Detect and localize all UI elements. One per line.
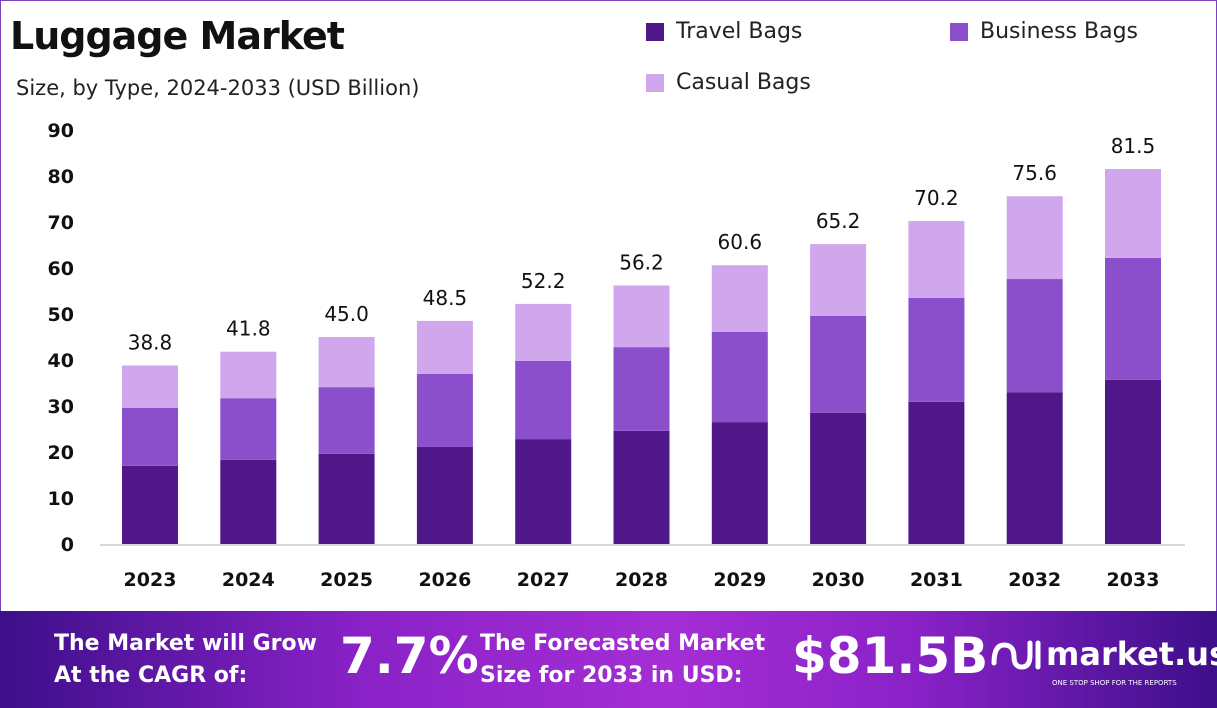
bar-segment-travel-bags xyxy=(515,439,572,544)
summary-banner: The Market will Grow At the CAGR of: 7.7… xyxy=(0,611,1217,708)
x-tick-label: 2032 xyxy=(1008,569,1061,591)
bar-segment-travel-bags xyxy=(220,459,277,544)
total-data-label: 48.5 xyxy=(423,286,468,310)
y-tick-label: 90 xyxy=(48,120,74,142)
y-tick-label: 20 xyxy=(48,442,74,464)
y-tick-label: 40 xyxy=(48,350,74,372)
legend-swatch xyxy=(950,22,968,41)
bar-segment-travel-bags xyxy=(416,446,473,544)
x-tick-label: 2028 xyxy=(615,569,668,591)
bar-segment-business-bags xyxy=(908,297,965,402)
legend-travel-bags: Travel Bags xyxy=(646,19,802,44)
bar-segment-business-bags xyxy=(711,331,768,423)
logo-tagline: ONE STOP SHOP FOR THE REPORTS xyxy=(1052,679,1177,687)
legend-label: Business Bags xyxy=(980,19,1139,44)
cagr-label-line1: The Market will Grow xyxy=(54,631,317,656)
legend-label: Travel Bags xyxy=(676,19,803,44)
bar-segment-travel-bags xyxy=(810,412,867,544)
stacked-bar-chart: 010203040506070809038.8202341.8202445.02… xyxy=(48,120,1185,591)
bar-segment-casual-bags xyxy=(318,337,375,388)
cagr-label-line2: At the CAGR of: xyxy=(54,663,248,688)
legend-swatch xyxy=(646,73,664,92)
bar-segment-travel-bags xyxy=(122,465,178,544)
bar-segment-travel-bags xyxy=(908,401,965,544)
y-tick-label: 60 xyxy=(48,258,74,280)
bar-segment-travel-bags xyxy=(1105,379,1161,544)
total-data-label: 56.2 xyxy=(619,250,664,274)
y-tick-label: 30 xyxy=(48,396,74,418)
bar-segment-business-bags xyxy=(1006,279,1063,393)
x-tick-label: 2029 xyxy=(713,569,766,591)
x-tick-label: 2033 xyxy=(1107,569,1160,591)
bar-segment-casual-bags xyxy=(220,351,277,399)
y-tick-label: 70 xyxy=(48,212,74,234)
x-tick-label: 2024 xyxy=(222,569,275,591)
cagr-label: The Market will Grow At the CAGR of: xyxy=(54,628,317,692)
bar-segment-business-bags xyxy=(1105,257,1161,380)
y-tick-label: 80 xyxy=(48,166,74,188)
y-tick-label: 0 xyxy=(61,534,74,556)
x-tick-label: 2027 xyxy=(517,569,570,591)
total-data-label: 38.8 xyxy=(128,331,173,355)
bar-segment-casual-bags xyxy=(908,221,965,298)
bar-segment-business-bags xyxy=(416,373,473,447)
bar-segment-casual-bags xyxy=(711,265,768,332)
legend-business-bags: Business Bags xyxy=(950,19,1138,44)
x-tick-label: 2026 xyxy=(418,569,471,591)
x-tick-label: 2023 xyxy=(124,569,177,591)
bar-segment-business-bags xyxy=(318,387,375,454)
total-data-label: 52.2 xyxy=(521,269,566,293)
bar-segment-business-bags xyxy=(515,360,572,440)
forecast-label: The Forecasted Market Size for 2033 in U… xyxy=(480,628,765,692)
chart-subtitle: Size, by Type, 2024-2033 (USD Billion) xyxy=(16,76,420,100)
total-data-label: 70.2 xyxy=(914,186,959,210)
bar-segment-business-bags xyxy=(810,315,867,413)
forecast-label-line1: The Forecasted Market xyxy=(480,631,766,656)
bar-segment-business-bags xyxy=(613,347,670,431)
legend-label: Casual Bags xyxy=(676,70,811,95)
legend-swatch xyxy=(646,22,664,41)
bar-segment-casual-bags xyxy=(416,320,473,374)
forecast-label-line2: Size for 2033 in USD: xyxy=(480,663,743,688)
y-tick-label: 10 xyxy=(48,488,74,510)
y-tick-label: 50 xyxy=(48,304,74,326)
bar-segment-travel-bags xyxy=(318,453,375,544)
total-data-label: 45.0 xyxy=(324,302,369,326)
logo-name: market.us xyxy=(1046,635,1217,673)
total-data-label: 75.6 xyxy=(1012,161,1057,185)
bar-segment-travel-bags xyxy=(613,430,670,544)
x-tick-label: 2025 xyxy=(320,569,373,591)
cagr-value: 7.7% xyxy=(340,627,479,685)
total-data-label: 60.6 xyxy=(718,230,763,254)
chart-title: Luggage Market xyxy=(10,14,345,58)
total-data-label: 41.8 xyxy=(226,317,271,341)
bar-segment-business-bags xyxy=(122,407,178,466)
legend-casual-bags: Casual Bags xyxy=(646,70,811,95)
x-tick-label: 2031 xyxy=(910,569,963,591)
bar-segment-casual-bags xyxy=(1006,196,1063,280)
bar-segment-business-bags xyxy=(220,398,277,460)
bar-segment-casual-bags xyxy=(515,303,572,361)
bar-segment-travel-bags xyxy=(711,422,768,544)
total-data-label: 65.2 xyxy=(816,209,861,233)
forecast-value: $81.5B xyxy=(792,627,989,685)
bar-segment-casual-bags xyxy=(1105,169,1161,258)
bar-segment-casual-bags xyxy=(613,285,670,348)
bar-segment-casual-bags xyxy=(810,244,867,316)
market-us-logo: market.us ONE STOP SHOP FOR THE REPORTS xyxy=(990,635,1217,687)
logo-mark-icon xyxy=(991,640,1041,670)
x-tick-label: 2030 xyxy=(812,569,865,591)
bar-segment-travel-bags xyxy=(1006,392,1063,544)
bar-segment-casual-bags xyxy=(122,365,178,408)
total-data-label: 81.5 xyxy=(1111,134,1156,158)
